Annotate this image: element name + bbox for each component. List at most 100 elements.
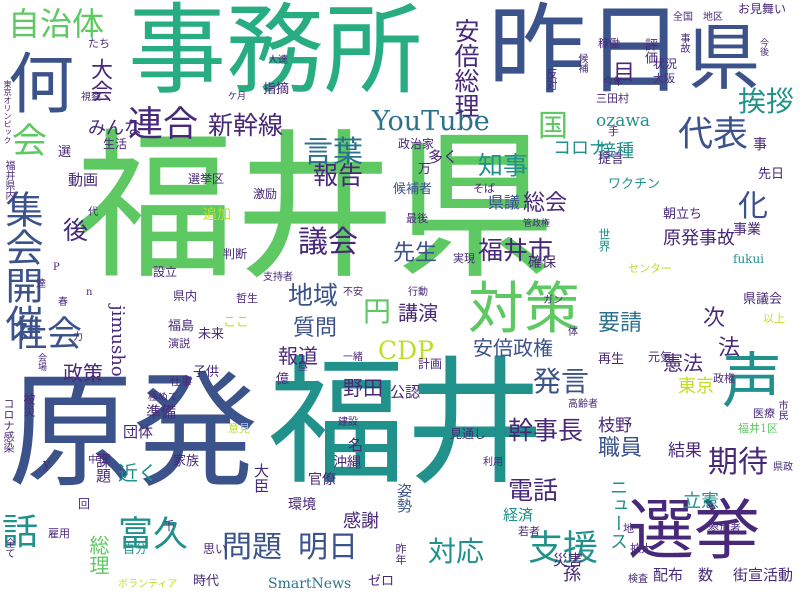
word: 朝立ち (663, 207, 703, 222)
word: y (43, 457, 51, 472)
word: fukui (733, 252, 765, 266)
word: 福井市 (478, 236, 554, 265)
word: 準備 (146, 403, 177, 421)
word: 東京オリンピック (3, 80, 12, 144)
word: 名 (348, 436, 364, 454)
word: 稼働 (598, 37, 620, 50)
word: 報道 (278, 344, 318, 368)
word: 国 (538, 109, 568, 144)
word: みんな (88, 118, 142, 139)
word: 全て (3, 538, 14, 558)
word: 言葉 (303, 135, 363, 170)
word: 再生 (598, 352, 625, 367)
word: 地区 (703, 12, 723, 23)
word: 新幹線 (208, 111, 284, 140)
word: 代 (88, 207, 98, 218)
word: YouTube (372, 106, 490, 137)
word: 視察 (81, 92, 101, 103)
word: 選挙区 (188, 172, 225, 186)
word: 会 (12, 122, 48, 162)
word: 一緒 (343, 352, 363, 363)
word: 千 (163, 519, 176, 533)
word: ozawa (596, 111, 651, 131)
word: ゼロ (368, 574, 395, 589)
word: 意見 (228, 422, 250, 435)
word: センター (628, 262, 672, 275)
word: 期待 (708, 445, 768, 480)
word: ケ月 (228, 92, 247, 102)
word: 環境 (288, 497, 316, 513)
word: 仕事 (170, 375, 192, 388)
word: 地 (623, 522, 634, 535)
word: 参加者 (708, 522, 741, 535)
word: 集会開催 (0, 190, 43, 342)
word: 先生 (393, 241, 438, 266)
word: 電話 (508, 476, 559, 505)
word: 対応 (428, 535, 485, 568)
word: 何 (8, 46, 74, 123)
word: 結果 (668, 441, 702, 461)
word: 沖縄 (333, 455, 361, 471)
word: 自治体 (8, 5, 105, 43)
word: 不安 (343, 287, 363, 298)
word: 人達 (268, 55, 288, 66)
word: 社会 (12, 315, 83, 355)
word: 三田村 (596, 92, 629, 105)
word: 目 (613, 61, 636, 86)
word: 次 (703, 306, 726, 331)
word: 幹事長 (508, 416, 584, 445)
word: 声 (722, 347, 782, 417)
word: 東京 (678, 376, 714, 397)
word: 昼 (298, 362, 308, 373)
word: 拡大 (630, 542, 652, 555)
word: jimusho (107, 305, 128, 377)
word: 支援 (528, 529, 599, 569)
word: 問題 (222, 530, 282, 565)
word: 災害 (553, 551, 584, 569)
word: 選挙 (628, 492, 760, 569)
word: 枝野 (598, 416, 632, 436)
word: コロナ (553, 138, 607, 159)
word: 先日 (758, 167, 785, 182)
word: 体 (568, 327, 578, 338)
word: 元気 (648, 350, 673, 364)
word: 大臣 (252, 463, 270, 493)
word: 大会 (87, 58, 112, 102)
word: 総理 (86, 535, 110, 575)
word: 地域 (288, 281, 339, 310)
word: 被災 (22, 393, 36, 417)
word: 対策 (468, 277, 580, 342)
word: 時代 (193, 574, 220, 589)
word: ワクチン (608, 177, 661, 192)
word: コロナ感染 (2, 398, 15, 453)
word: 哲生 (236, 292, 258, 305)
word: 知事 (478, 151, 529, 180)
word: 原発事故 (663, 228, 735, 249)
word: 会場 (36, 353, 46, 371)
word: 医療 (753, 407, 775, 420)
word: 議会 (298, 225, 358, 260)
word: 昨年 (394, 543, 407, 565)
word: 総会 (523, 191, 568, 216)
word: 発言 (533, 365, 590, 398)
word: 富久 (118, 515, 189, 555)
word: 経済 (503, 506, 534, 524)
word: ここ (223, 315, 250, 330)
word: 代表 (678, 115, 749, 155)
word: 安倍総理 (451, 18, 480, 118)
word: 福井県内 (3, 160, 14, 200)
word: 事務所 (128, 0, 423, 108)
word: 福井1区 (738, 422, 778, 435)
word: 中止 (88, 455, 108, 466)
word: 要請 (598, 311, 643, 336)
word: 判断 (223, 247, 248, 261)
word: 講演 (398, 301, 438, 325)
word: 支持者 (263, 272, 293, 283)
word: 設立 (153, 265, 178, 279)
word: 多く (428, 148, 459, 166)
word: 市民 (776, 400, 787, 420)
word: 話 (2, 512, 39, 553)
word: 最後 (406, 212, 428, 225)
word: 政治家 (398, 137, 435, 151)
word: 県政 (773, 462, 793, 473)
